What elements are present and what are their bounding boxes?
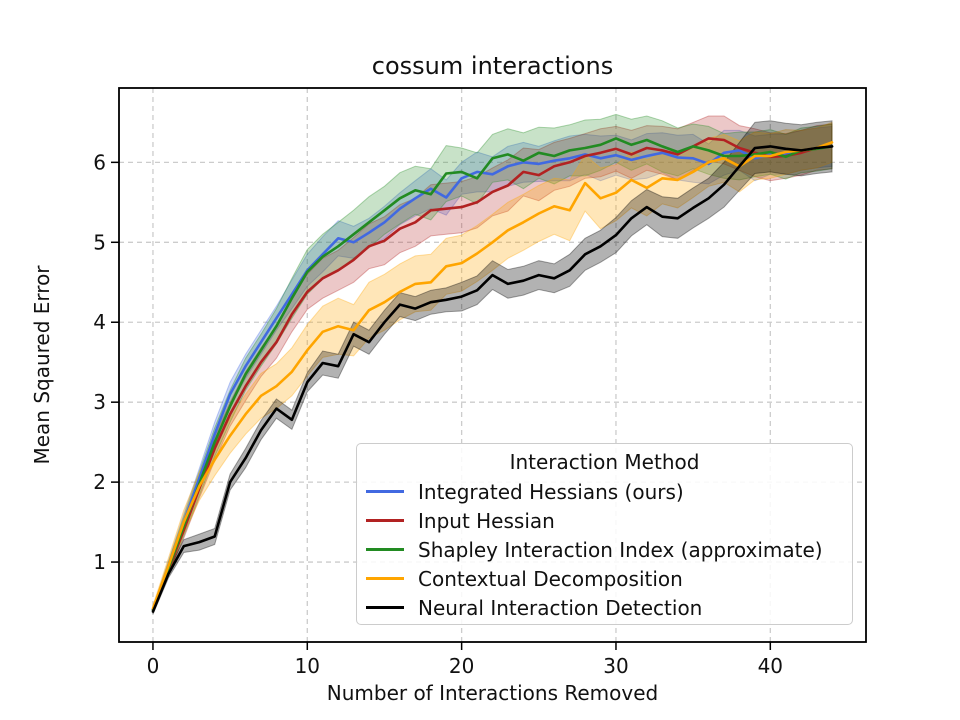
legend-item-integrated-hessians: Integrated Hessians (ours) [357, 477, 852, 506]
legend-label: Neural Interaction Detection [418, 595, 703, 620]
legend-title: Interaction Method [509, 450, 700, 474]
y-tick-label: 4 [93, 310, 106, 334]
x-axis-label: Number of Interactions Removed [326, 681, 659, 705]
series-line [151, 145, 834, 613]
x-tick-label: 30 [603, 654, 628, 678]
legend-swatch-black-line [366, 606, 404, 609]
legend-swatch-blue-line [366, 490, 404, 493]
legend-swatch-orange-line [366, 577, 404, 580]
y-tick-label: 1 [93, 550, 106, 574]
confidence-band [152, 121, 833, 612]
legend-label: Shapley Interaction Index (approximate) [418, 537, 823, 562]
legend-swatch-green-line [366, 548, 404, 551]
y-axis-label: Mean Sqaured Error [30, 265, 54, 465]
legend-label: Contextual Decomposition [418, 566, 683, 591]
legend-item-neural-interaction-detection: Neural Interaction Detection [357, 593, 852, 622]
legend: Interaction Method Integrated Hessians (… [356, 443, 853, 625]
series-line [151, 141, 834, 610]
y-tick-label: 6 [93, 150, 106, 174]
legend-swatch-red-line [366, 519, 404, 522]
x-tick-label: 20 [449, 654, 474, 678]
confidence-band [152, 120, 833, 615]
legend-item-shapley-interaction-index: Shapley Interaction Index (approximate) [357, 535, 852, 564]
confidence-band [152, 115, 833, 613]
y-tick-label: 3 [93, 390, 106, 414]
legend-item-input-hessian: Input Hessian [357, 506, 852, 535]
series-line [151, 137, 834, 612]
axes-spines [118, 87, 867, 643]
x-tick-label: 10 [295, 654, 320, 678]
series-line [151, 145, 834, 612]
legend-label: Input Hessian [418, 508, 555, 533]
legend-label: Integrated Hessians (ours) [418, 479, 684, 504]
x-tick-label: 0 [147, 654, 160, 678]
series-line [151, 137, 834, 612]
y-tick-label: 2 [93, 470, 106, 494]
x-tick-label: 40 [758, 654, 783, 678]
chart-title: cossum interactions [371, 52, 614, 80]
y-tick-label: 5 [93, 230, 106, 254]
legend-item-contextual-decomposition: Contextual Decomposition [357, 564, 852, 593]
